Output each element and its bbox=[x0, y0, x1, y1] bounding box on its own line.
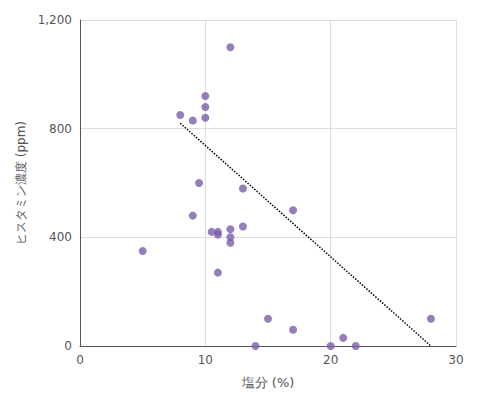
svg-text:10: 10 bbox=[198, 353, 213, 367]
svg-text:800: 800 bbox=[49, 122, 72, 136]
svg-text:0: 0 bbox=[64, 339, 72, 353]
svg-text:0: 0 bbox=[76, 353, 84, 367]
svg-text:塩分 (%): 塩分 (%) bbox=[241, 375, 295, 390]
svg-text:1,200: 1,200 bbox=[38, 13, 72, 27]
svg-text:30: 30 bbox=[448, 353, 463, 367]
svg-text:400: 400 bbox=[49, 230, 72, 244]
svg-text:ヒスタミン濃度 (ppm): ヒスタミン濃度 (ppm) bbox=[14, 121, 28, 245]
svg-text:20: 20 bbox=[323, 353, 338, 367]
